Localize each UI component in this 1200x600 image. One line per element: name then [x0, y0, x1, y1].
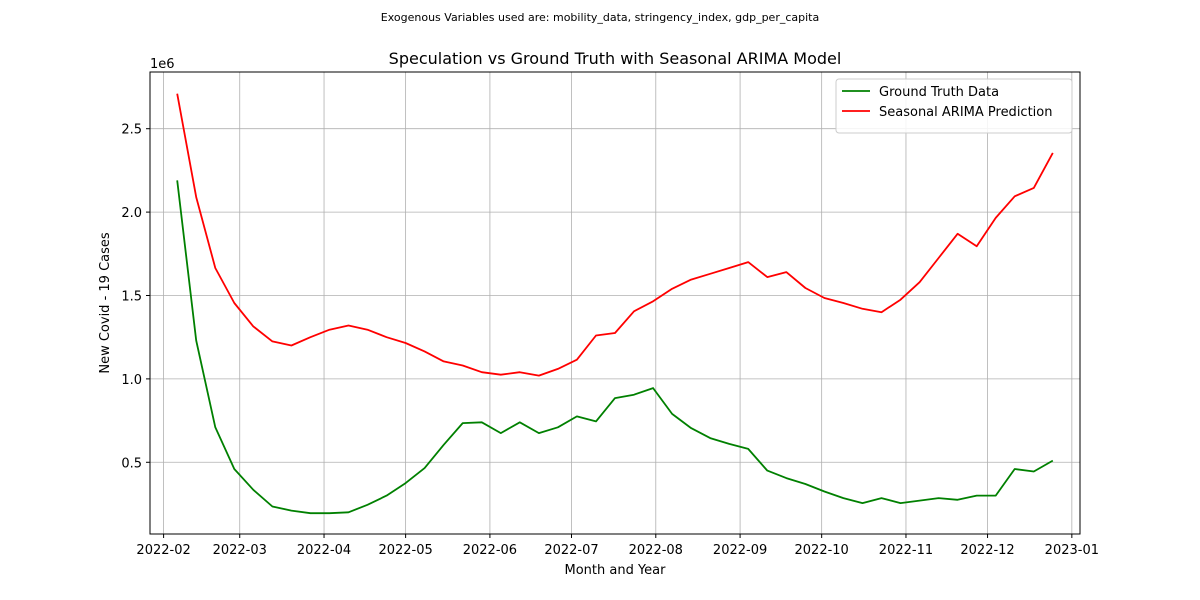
- series-line-0: [176, 180, 1054, 515]
- x-axis-ticks: 2022-02 2022-03 2022-04 2022-05 2022-06 2022-…: [136, 534, 1099, 558]
- x-tick-label: 2022-04: [297, 543, 351, 558]
- series-line-1: [176, 93, 1054, 377]
- legend-box: [835, 78, 1073, 134]
- legend-label: Seasonal ARIMA Prediction: [879, 105, 1052, 120]
- legend: Ground Truth Data Seasonal ARIMA Predicti…: [835, 78, 1073, 134]
- x-tick-label: 2022-11: [879, 543, 933, 558]
- x-tick-label: 2022-08: [629, 543, 683, 558]
- legend-label: Ground Truth Data: [879, 85, 999, 100]
- y-tick-label: 2.5: [121, 123, 142, 138]
- y-tick-label: 1.0: [121, 373, 142, 388]
- x-tick-label: 2022-09: [713, 543, 767, 558]
- y-offset-label: 1e6: [150, 57, 175, 72]
- y-axis-label: New Covid - 19 Cases: [98, 232, 113, 374]
- grid-lines: [150, 72, 1080, 534]
- x-tick-label: 2022-07: [544, 543, 598, 558]
- x-tick-label: 2023-01: [1045, 543, 1099, 558]
- x-tick-label: 2022-06: [463, 543, 517, 558]
- x-tick-label: 2022-02: [136, 543, 190, 558]
- plot-frame: [149, 71, 1081, 535]
- y-tick-label: 2.0: [121, 206, 142, 221]
- x-tick-label: 2022-10: [795, 543, 849, 558]
- y-axis-ticks: 0.5 1.0 1.5 2.0 2.5: [121, 123, 150, 471]
- x-tick-label: 2022-03: [213, 543, 267, 558]
- x-tick-label: 2022-12: [960, 543, 1014, 558]
- chart-suptitle: Exogenous Variables used are: mobility_d…: [381, 11, 819, 24]
- x-axis-label: Month and Year: [565, 563, 667, 578]
- y-tick-label: 1.5: [121, 289, 142, 304]
- x-tick-label: 2022-05: [378, 543, 432, 558]
- y-tick-label: 0.5: [121, 456, 142, 471]
- chart-title: Speculation vs Ground Truth with Seasona…: [389, 49, 842, 68]
- series-lines: [176, 93, 1054, 515]
